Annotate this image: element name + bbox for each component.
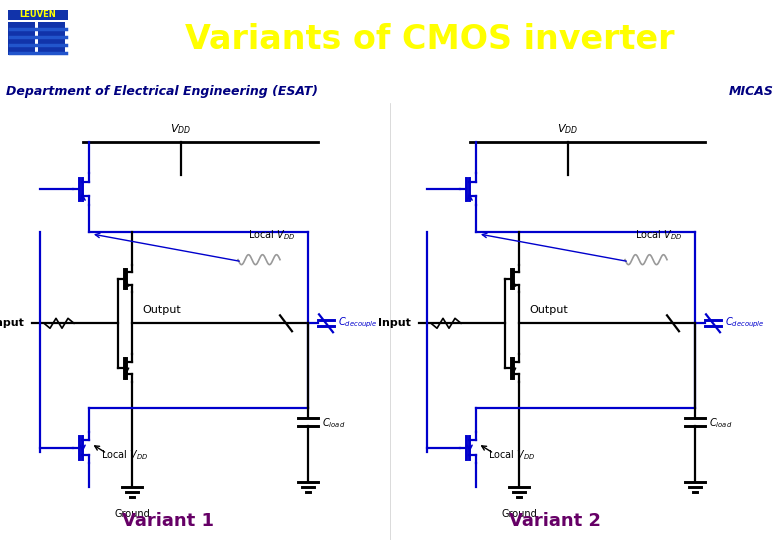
Text: $C_{decouple}$: $C_{decouple}$ <box>725 316 764 330</box>
Text: Local $V_{DD}$: Local $V_{DD}$ <box>101 449 148 462</box>
Text: Variant 2: Variant 2 <box>509 512 601 530</box>
Text: Local $V_{DD}$: Local $V_{DD}$ <box>635 228 682 242</box>
Text: Ground: Ground <box>114 509 150 519</box>
Text: Input: Input <box>378 318 411 328</box>
Text: $V_{DD}$: $V_{DD}$ <box>170 123 192 137</box>
Text: Local $V_{DD}$: Local $V_{DD}$ <box>488 449 535 462</box>
Bar <box>38 22 65 55</box>
Text: Output: Output <box>142 305 181 315</box>
Text: $C_{load}$: $C_{load}$ <box>322 416 346 430</box>
Text: $C_{decouple}$: $C_{decouple}$ <box>338 316 378 330</box>
Text: MICAS: MICAS <box>729 85 774 98</box>
Bar <box>8 10 68 20</box>
Text: Local $V_{DD}$: Local $V_{DD}$ <box>248 228 296 242</box>
Text: Input: Input <box>0 318 24 328</box>
Text: $C_{load}$: $C_{load}$ <box>709 416 732 430</box>
Text: Variants of CMOS inverter: Variants of CMOS inverter <box>186 23 675 57</box>
Bar <box>8 22 35 55</box>
Text: Output: Output <box>529 305 568 315</box>
Text: LEUVEN: LEUVEN <box>20 10 56 19</box>
Text: $V_{DD}$: $V_{DD}$ <box>558 123 579 137</box>
Text: Department of Electrical Engineering (ESAT): Department of Electrical Engineering (ES… <box>6 85 318 98</box>
Text: Ground: Ground <box>501 509 537 519</box>
Text: Variant 1: Variant 1 <box>122 512 214 530</box>
